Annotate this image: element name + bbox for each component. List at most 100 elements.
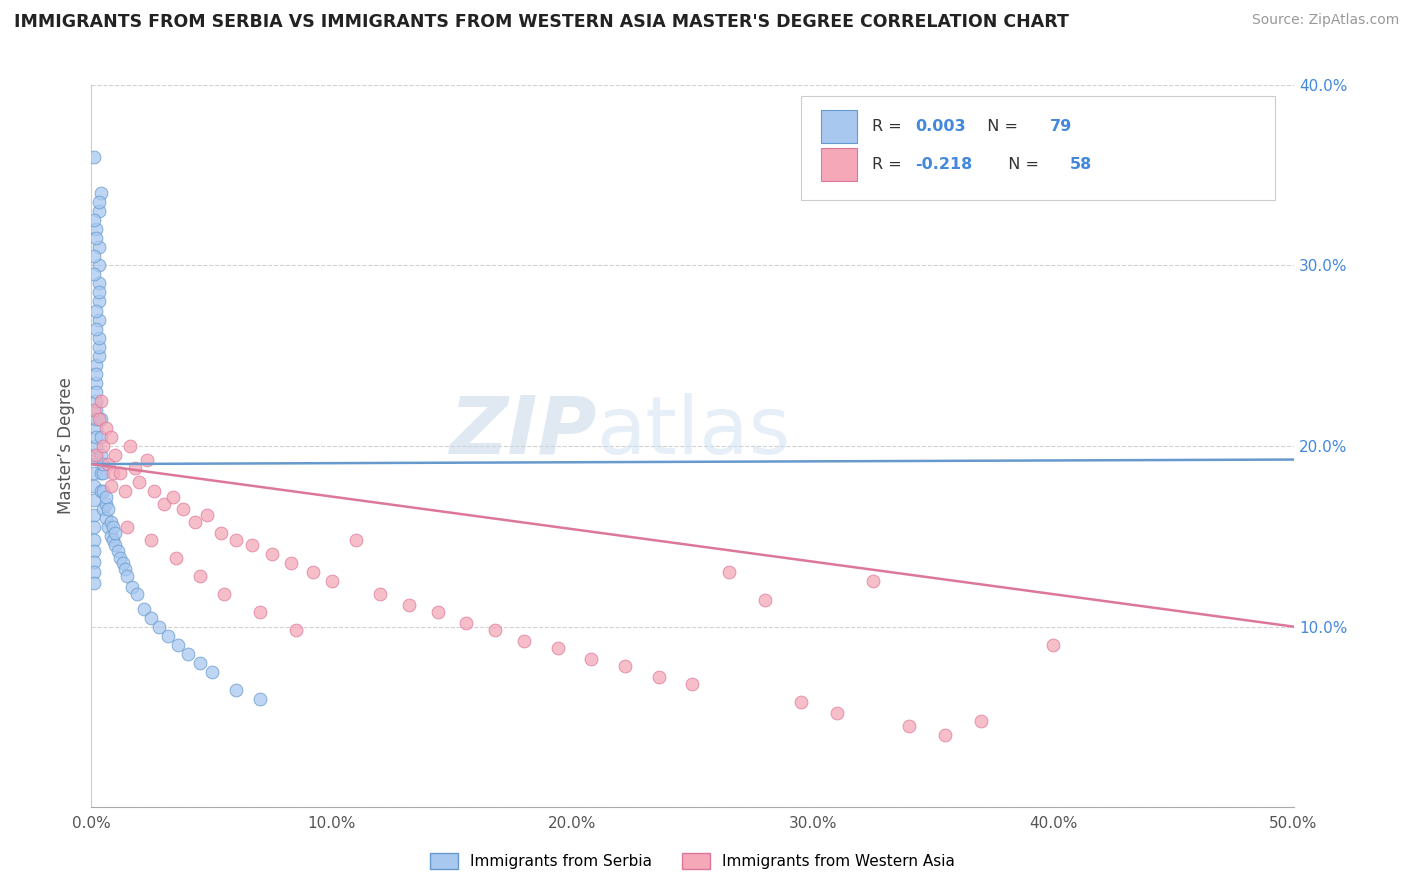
Point xyxy=(110,466,132,480)
Point xyxy=(83,249,105,263)
Y-axis label: Master’s Degree: Master’s Degree xyxy=(58,377,76,515)
Point xyxy=(148,619,170,633)
Point xyxy=(84,439,107,453)
Point xyxy=(94,511,117,525)
Point xyxy=(83,448,105,462)
Point xyxy=(93,466,115,480)
Point xyxy=(101,533,124,547)
Point xyxy=(97,457,120,471)
Text: -0.218: -0.218 xyxy=(915,157,972,172)
Point xyxy=(83,493,105,508)
Point xyxy=(84,451,107,466)
Point xyxy=(513,634,536,648)
Point xyxy=(398,598,420,612)
Point xyxy=(93,484,115,499)
Point xyxy=(344,533,367,547)
Bar xyxy=(821,110,858,143)
Point xyxy=(165,551,187,566)
Point xyxy=(84,421,107,435)
Point xyxy=(242,538,264,552)
Point xyxy=(162,490,184,504)
Point xyxy=(754,592,776,607)
Point xyxy=(195,508,218,522)
Point xyxy=(90,466,112,480)
Text: atlas: atlas xyxy=(596,392,790,471)
Point xyxy=(93,502,115,516)
Legend: Immigrants from Serbia, Immigrants from Western Asia: Immigrants from Serbia, Immigrants from … xyxy=(423,847,962,875)
Point xyxy=(117,569,139,583)
Point xyxy=(87,204,110,219)
Point xyxy=(90,430,112,444)
Point xyxy=(188,569,211,583)
Point xyxy=(172,502,194,516)
Point xyxy=(83,520,105,534)
Point xyxy=(84,367,107,381)
Text: 0.003: 0.003 xyxy=(915,119,966,134)
Point xyxy=(90,484,112,499)
Point xyxy=(110,551,132,566)
Point xyxy=(87,240,110,254)
Point xyxy=(94,490,117,504)
Point xyxy=(121,580,143,594)
Point xyxy=(87,331,110,345)
Point xyxy=(83,268,105,282)
Point xyxy=(124,460,146,475)
Point xyxy=(134,601,156,615)
Point xyxy=(84,448,107,462)
Point xyxy=(176,647,198,661)
Point xyxy=(97,520,120,534)
Point xyxy=(84,303,107,318)
Point xyxy=(1042,638,1064,652)
Point xyxy=(249,605,271,619)
Point xyxy=(100,479,122,493)
Point xyxy=(135,453,157,467)
Point xyxy=(83,543,105,558)
Point xyxy=(87,195,110,210)
Point xyxy=(125,587,148,601)
Point xyxy=(104,538,127,552)
Point xyxy=(83,508,105,522)
Point xyxy=(614,659,637,673)
Point xyxy=(84,430,107,444)
Point xyxy=(212,587,235,601)
Point xyxy=(84,412,107,426)
Text: Source: ZipAtlas.com: Source: ZipAtlas.com xyxy=(1251,13,1399,28)
Point xyxy=(188,656,211,670)
Point xyxy=(90,393,112,408)
Point xyxy=(648,670,671,684)
Text: N =: N = xyxy=(977,119,1024,134)
Point xyxy=(970,714,993,728)
Point xyxy=(225,533,247,547)
Point xyxy=(111,557,134,571)
Point xyxy=(87,312,110,326)
Point xyxy=(581,652,603,666)
Point xyxy=(84,376,107,390)
Point xyxy=(87,349,110,363)
Point xyxy=(84,358,107,372)
Point xyxy=(681,677,703,691)
Point xyxy=(100,529,122,543)
Point xyxy=(167,638,190,652)
Point xyxy=(301,566,323,580)
Point xyxy=(93,439,115,453)
Point xyxy=(90,186,112,201)
Text: 58: 58 xyxy=(1070,157,1092,172)
Point xyxy=(209,525,232,540)
Point xyxy=(90,448,112,462)
Point xyxy=(141,610,163,624)
Point xyxy=(184,515,207,529)
Point xyxy=(321,574,343,589)
Point xyxy=(118,439,141,453)
Bar xyxy=(821,148,858,181)
Point xyxy=(284,624,307,638)
Point xyxy=(152,497,174,511)
Point xyxy=(84,231,107,245)
Point xyxy=(101,520,124,534)
Point xyxy=(94,497,117,511)
Point xyxy=(426,605,449,619)
Point xyxy=(862,574,884,589)
Point xyxy=(141,533,163,547)
Text: R =: R = xyxy=(872,157,907,172)
Point xyxy=(84,384,107,399)
Point xyxy=(83,479,105,493)
